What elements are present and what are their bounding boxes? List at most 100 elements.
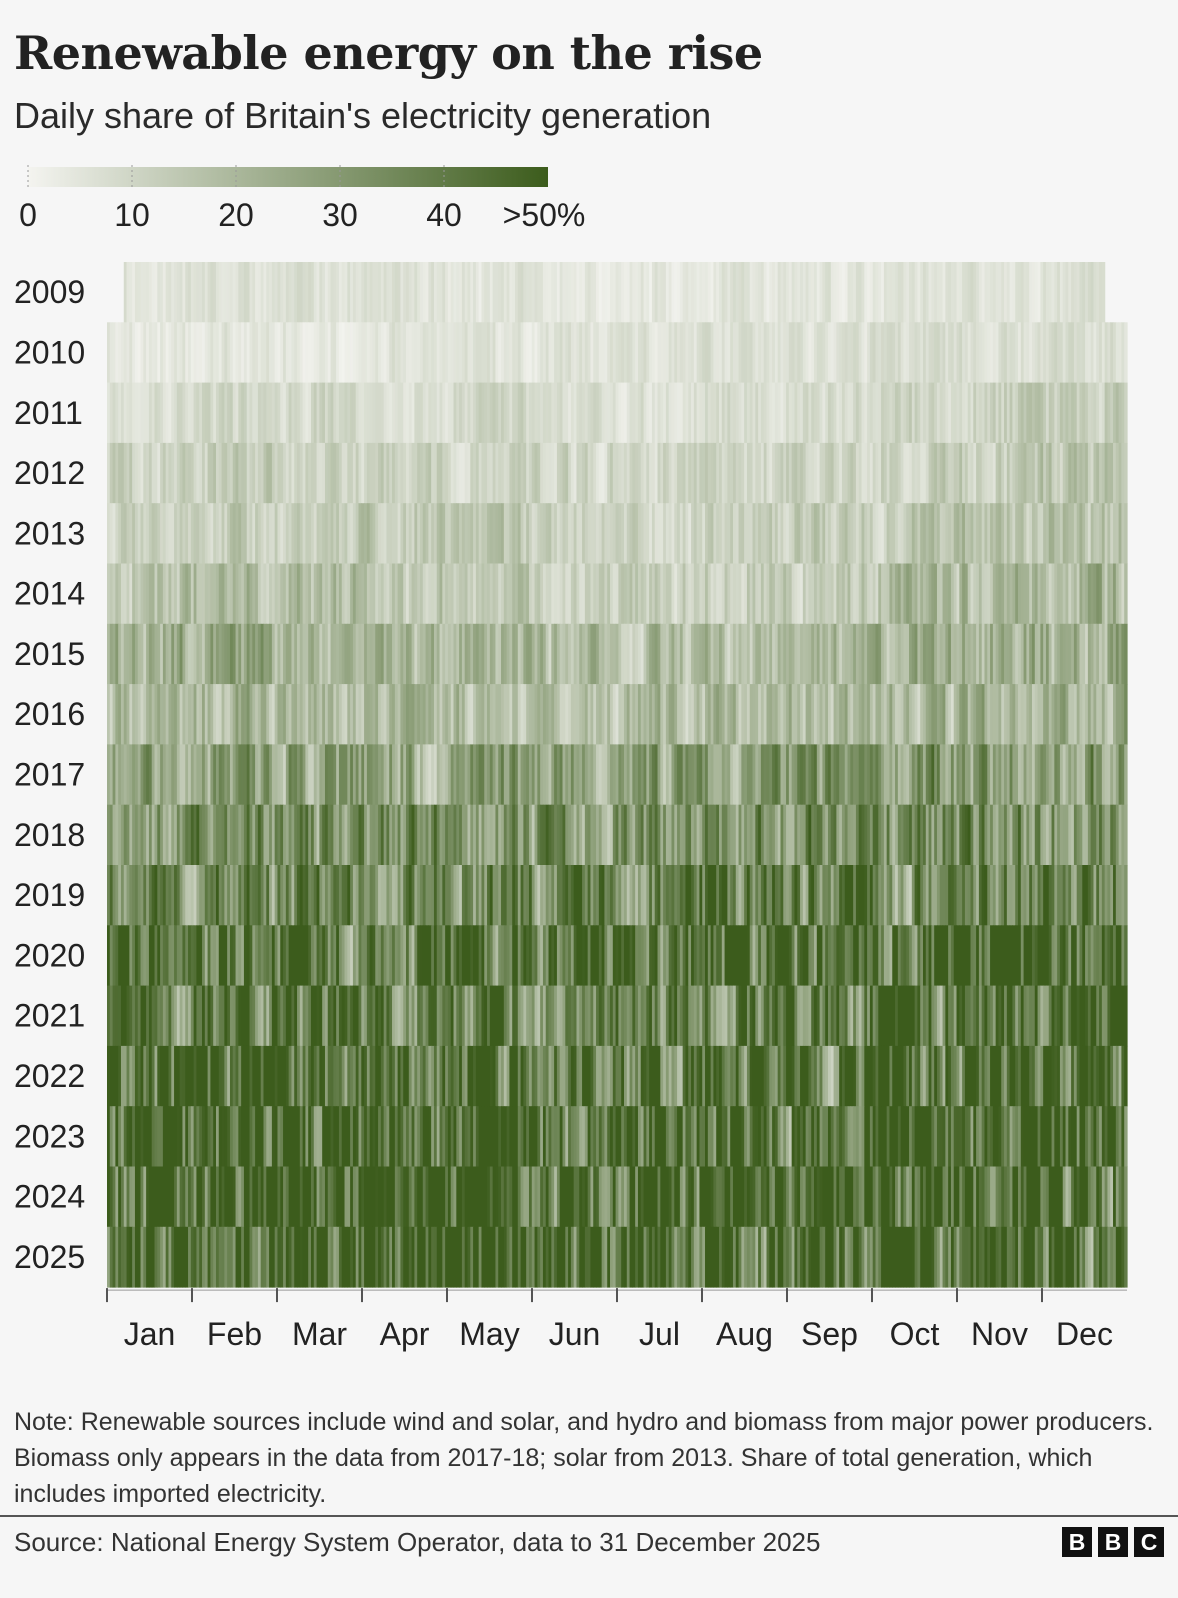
heatmap-day-cell [109,503,114,564]
heatmap-day-cell [118,804,122,866]
heatmap-day-cell [1076,744,1081,806]
heatmap-day-cell [872,684,877,745]
heatmap-day-cell [358,382,362,444]
heatmap-day-cell [316,804,320,866]
heatmap-day-cell [1026,925,1030,987]
heatmap-day-cell [587,322,592,384]
heatmap-day-cell [774,503,779,564]
heatmap-day-cell [330,262,334,323]
heatmap-day-cell [1029,804,1033,866]
heatmap-day-cell [579,865,583,926]
heatmap-day-cell [607,563,611,625]
heatmap-day-cell [229,985,234,1047]
heatmap-day-cell [995,925,1000,987]
heatmap-day-cell [171,503,175,564]
heatmap-day-cell [534,684,538,745]
heatmap-day-cell [411,804,415,866]
heatmap-day-cell [419,322,424,384]
heatmap-day-cell [691,744,695,806]
heatmap-day-cell [196,684,200,745]
heatmap-day-cell [459,503,463,564]
heatmap-day-cell [998,503,1002,564]
heatmap-day-cell [710,744,715,806]
heatmap-day-cell [283,684,287,745]
heatmap-day-cell [861,925,865,987]
heatmap-day-cell [827,262,832,323]
heatmap-day-cell [431,322,435,384]
heatmap-day-cell [319,623,323,685]
heatmap-day-cell [425,442,429,504]
heatmap-day-cell [931,623,935,685]
heatmap-day-cell [665,1045,670,1107]
heatmap-day-cell [906,322,910,384]
heatmap-day-cell [501,262,505,323]
heatmap-day-cell [338,804,343,866]
heatmap-day-cell [864,322,868,384]
heatmap-day-cell [746,322,751,384]
heatmap-day-cell [215,563,220,625]
heatmap-day-cell [568,684,572,745]
heatmap-day-cell [897,744,902,806]
heatmap-day-cell [889,804,893,866]
heatmap-day-cell [545,442,550,504]
heatmap-day-cell [587,985,592,1047]
heatmap-day-cell [1026,865,1030,926]
heatmap-day-cell [612,804,617,866]
heatmap-day-cell [556,925,561,987]
heatmap-day-cell [1045,684,1050,745]
heatmap-day-cell [679,925,684,987]
heatmap-day-cell [814,744,818,806]
heatmap-day-cell [766,744,770,806]
heatmap-day-cell [526,563,530,625]
heatmap-day-cell [185,322,189,384]
heatmap-day-cell [760,744,765,806]
heatmap-day-cell [1037,262,1041,323]
heatmap-day-cell [732,684,737,745]
heatmap-day-cell [610,322,614,384]
heatmap-day-cell [794,563,798,625]
heatmap-day-cell [456,563,460,625]
heatmap-day-cell [713,442,717,504]
heatmap-day-cell [520,322,524,384]
heatmap-day-cell [375,985,379,1047]
heatmap-day-cell [1115,563,1120,625]
heatmap-day-cell [671,382,675,444]
heatmap-day-cell [1087,322,1092,384]
heatmap-day-cell [833,865,837,926]
heatmap-day-cell [962,442,966,504]
heatmap-day-cell [520,563,524,625]
heatmap-day-cell [850,322,854,384]
heatmap-day-cell [1099,442,1103,504]
heatmap-day-cell [945,744,949,806]
heatmap-day-cell [229,925,234,987]
heatmap-day-cell [442,623,446,685]
heatmap-day-cell [1104,925,1109,987]
heatmap-day-cell [182,684,186,745]
heatmap-day-cell [129,322,133,384]
heatmap-day-cell [635,442,639,504]
heatmap-day-cell [461,804,466,866]
heatmap-day-cell [134,925,139,987]
heatmap-day-cell [665,985,670,1047]
heatmap-day-cell [850,804,854,866]
heatmap-day-cell [1012,262,1016,323]
heatmap-day-cell [909,925,913,987]
heatmap-day-cell [344,744,348,806]
heatmap-day-cell [1018,442,1022,504]
heatmap-day-cell [506,985,511,1047]
heatmap-day-cell [408,503,413,564]
heatmap-day-cell [696,262,701,323]
heatmap-day-cell [797,563,801,625]
heatmap-day-cell [182,623,186,685]
heatmap-day-cell [830,985,835,1047]
heatmap-day-cell [271,322,276,384]
heatmap-day-cell [389,744,393,806]
heatmap-day-cell [897,382,902,444]
heatmap-day-cell [973,623,977,685]
heatmap-day-cell [990,563,994,625]
heatmap-day-cell [769,925,773,987]
heatmap-day-cell [190,442,195,504]
heatmap-day-cell [618,382,622,444]
heatmap-day-cell [445,925,449,987]
heatmap-day-cell [967,563,972,625]
